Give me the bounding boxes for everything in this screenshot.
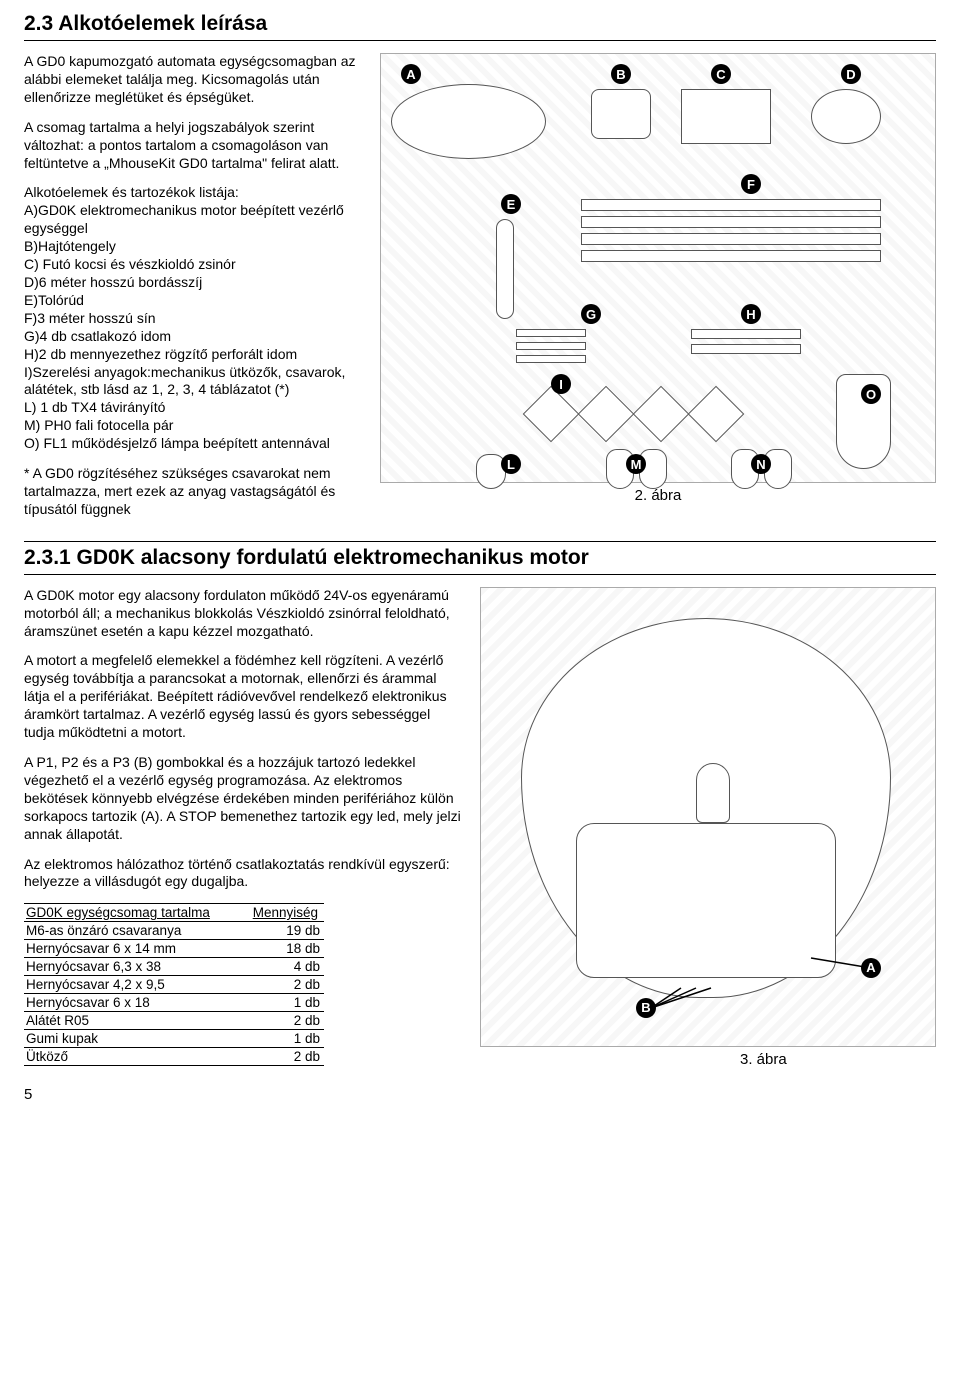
table-row: M6-as önzáró csavaranya19 db bbox=[24, 922, 324, 940]
diagram-label-n: N bbox=[751, 454, 771, 474]
list-item: A)GD0K elektromechanikus motor beépített… bbox=[24, 202, 364, 238]
table-header: GD0K egységcsomag tartalma Mennyiség bbox=[24, 904, 324, 922]
diagram-label-i: I bbox=[551, 374, 571, 394]
table-cell-qty: 4 db bbox=[241, 958, 324, 976]
diagram-label-m: M bbox=[626, 454, 646, 474]
table-cell-qty: 2 db bbox=[241, 1012, 324, 1030]
figure-2-label: 2. ábra bbox=[380, 487, 936, 504]
diagram-label-a: A bbox=[401, 64, 421, 84]
diagram-label-l: L bbox=[501, 454, 521, 474]
table-row: Gumi kupak1 db bbox=[24, 1030, 324, 1048]
list-item: I)Szerelési anyagok:mechanikus ütközők, … bbox=[24, 364, 364, 400]
section-231-p3: A P1, P2 és a P3 (B) gombokkal és a hozz… bbox=[24, 754, 464, 844]
diagram-label-g: G bbox=[581, 304, 601, 324]
section-231-p1: A GD0K motor egy alacsony fordulaton műk… bbox=[24, 587, 464, 641]
table-header-name: GD0K egységcsomag tartalma bbox=[24, 904, 241, 922]
diagram-label-d: D bbox=[841, 64, 861, 84]
table-cell-name: Hernyócsavar 6 x 14 mm bbox=[24, 940, 241, 958]
list-item: F)3 méter hosszú sín bbox=[24, 310, 364, 328]
figure-2-diagram: A B C D E F G H I L M N O bbox=[380, 53, 936, 483]
component-list-title: Alkotóelemek és tartozékok listája: bbox=[24, 184, 364, 202]
table-cell-name: Gumi kupak bbox=[24, 1030, 241, 1048]
table-cell-qty: 2 db bbox=[241, 1048, 324, 1066]
table-cell-qty: 19 db bbox=[241, 922, 324, 940]
section-23-p2: A csomag tartalma a helyi jogszabályok s… bbox=[24, 119, 364, 173]
table-row: Hernyócsavar 6,3 x 384 db bbox=[24, 958, 324, 976]
list-item: O) FL1 működésjelző lámpa beépített ante… bbox=[24, 435, 364, 453]
list-item: L) 1 db TX4 távirányító bbox=[24, 399, 364, 417]
table-cell-name: Hernyócsavar 4,2 x 9,5 bbox=[24, 976, 241, 994]
table-row: Ütköző2 db bbox=[24, 1048, 324, 1066]
table-row: Hernyócsavar 6 x 181 db bbox=[24, 994, 324, 1012]
table-header-qty: Mennyiség bbox=[241, 904, 324, 922]
list-item: M) PH0 fali fotocella pár bbox=[24, 417, 364, 435]
list-item: G)4 db csatlakozó idom bbox=[24, 328, 364, 346]
diagram-label-e: E bbox=[501, 194, 521, 214]
section-231-p2: A motort a megfelelő elemekkel a födémhe… bbox=[24, 652, 464, 742]
table-cell-qty: 1 db bbox=[241, 994, 324, 1012]
list-item: E)Tolórúd bbox=[24, 292, 364, 310]
section-231-figurecol: AB 3. ábra bbox=[480, 587, 936, 1068]
table-cell-qty: 2 db bbox=[241, 976, 324, 994]
table-cell-name: M6-as önzáró csavaranya bbox=[24, 922, 241, 940]
table-row: Hernyócsavar 4,2 x 9,52 db bbox=[24, 976, 324, 994]
diagram-label-a: A bbox=[861, 958, 881, 978]
section-231-body: A GD0K motor egy alacsony fordulaton műk… bbox=[24, 587, 936, 1068]
figure-3-diagram: AB bbox=[480, 587, 936, 1047]
diagram-label-f: F bbox=[741, 174, 761, 194]
table-cell-name: Ütköző bbox=[24, 1048, 241, 1066]
diagram-label-b: B bbox=[636, 998, 656, 1018]
section-23-body: A GD0 kapumozgató automata egységcsomagb… bbox=[24, 53, 936, 531]
section-231: 2.3.1 GD0K alacsony fordulatú elektromec… bbox=[24, 541, 936, 1068]
table-cell-qty: 18 db bbox=[241, 940, 324, 958]
table-cell-name: Alátét R05 bbox=[24, 1012, 241, 1030]
section-23-title: 2.3 Alkotóelemek leírása bbox=[24, 12, 936, 41]
table-row: Hernyócsavar 6 x 14 mm18 db bbox=[24, 940, 324, 958]
diagram-label-h: H bbox=[741, 304, 761, 324]
list-item: D)6 méter hosszú bordásszíj bbox=[24, 274, 364, 292]
table-cell-name: Hernyócsavar 6,3 x 38 bbox=[24, 958, 241, 976]
list-item: B)Hajtótengely bbox=[24, 238, 364, 256]
section-23-textcol: A GD0 kapumozgató automata egységcsomagb… bbox=[24, 53, 364, 531]
table-cell-name: Hernyócsavar 6 x 18 bbox=[24, 994, 241, 1012]
section-23-note: * A GD0 rögzítéséhez szükséges csavaroka… bbox=[24, 465, 364, 519]
component-list: Alkotóelemek és tartozékok listája: A)GD… bbox=[24, 184, 364, 453]
table-cell-qty: 1 db bbox=[241, 1030, 324, 1048]
table-row: Alátét R052 db bbox=[24, 1012, 324, 1030]
diagram-label-c: C bbox=[711, 64, 731, 84]
page-number: 5 bbox=[24, 1086, 936, 1103]
parts-table: GD0K egységcsomag tartalma Mennyiség M6-… bbox=[24, 903, 324, 1066]
diagram-label-o: O bbox=[861, 384, 881, 404]
section-231-title: 2.3.1 GD0K alacsony fordulatú elektromec… bbox=[24, 542, 936, 575]
list-item: H)2 db mennyezethez rögzítő perforált id… bbox=[24, 346, 364, 364]
list-item: C) Futó kocsi és vészkioldó zsinór bbox=[24, 256, 364, 274]
section-23-figurecol: A B C D E F G H I L M N O 2. ábra bbox=[380, 53, 936, 531]
section-231-p4: Az elektromos hálózathoz történő csatlak… bbox=[24, 856, 464, 892]
section-23-p1: A GD0 kapumozgató automata egységcsomagb… bbox=[24, 53, 364, 107]
diagram-label-b: B bbox=[611, 64, 631, 84]
section-231-textcol: A GD0K motor egy alacsony fordulaton műk… bbox=[24, 587, 464, 1068]
figure-3-label: 3. ábra bbox=[480, 1051, 936, 1068]
